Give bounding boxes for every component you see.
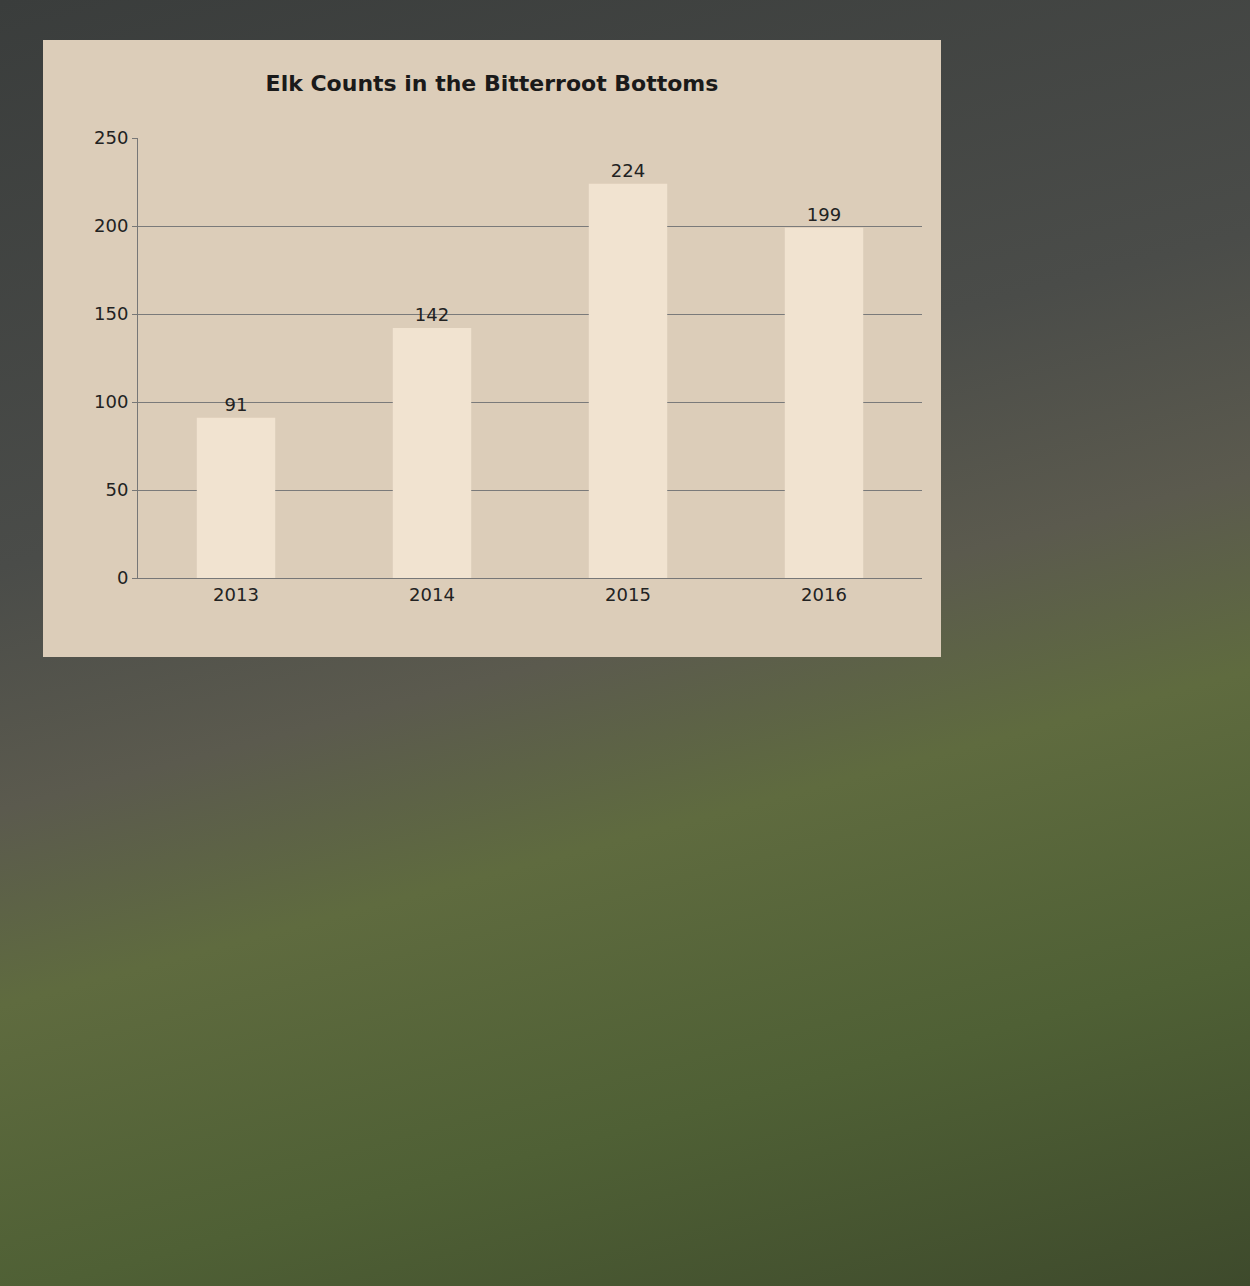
svg-text:2015: 2015 (605, 584, 651, 605)
svg-text:0: 0 (117, 567, 128, 588)
svg-text:2016: 2016 (801, 584, 847, 605)
svg-text:2014: 2014 (409, 584, 455, 605)
svg-text:Elk Counts in the Bitterroot B: Elk Counts in the Bitterroot Bottoms (266, 71, 719, 96)
svg-text:200: 200 (94, 215, 128, 236)
svg-text:250: 250 (94, 127, 128, 148)
svg-text:91: 91 (225, 394, 248, 415)
svg-text:50: 50 (105, 479, 128, 500)
svg-text:150: 150 (94, 303, 128, 324)
svg-text:199: 199 (807, 204, 841, 225)
svg-text:100: 100 (94, 391, 128, 412)
svg-text:142: 142 (415, 304, 449, 325)
svg-text:2013: 2013 (213, 584, 259, 605)
svg-text:224: 224 (611, 160, 645, 181)
